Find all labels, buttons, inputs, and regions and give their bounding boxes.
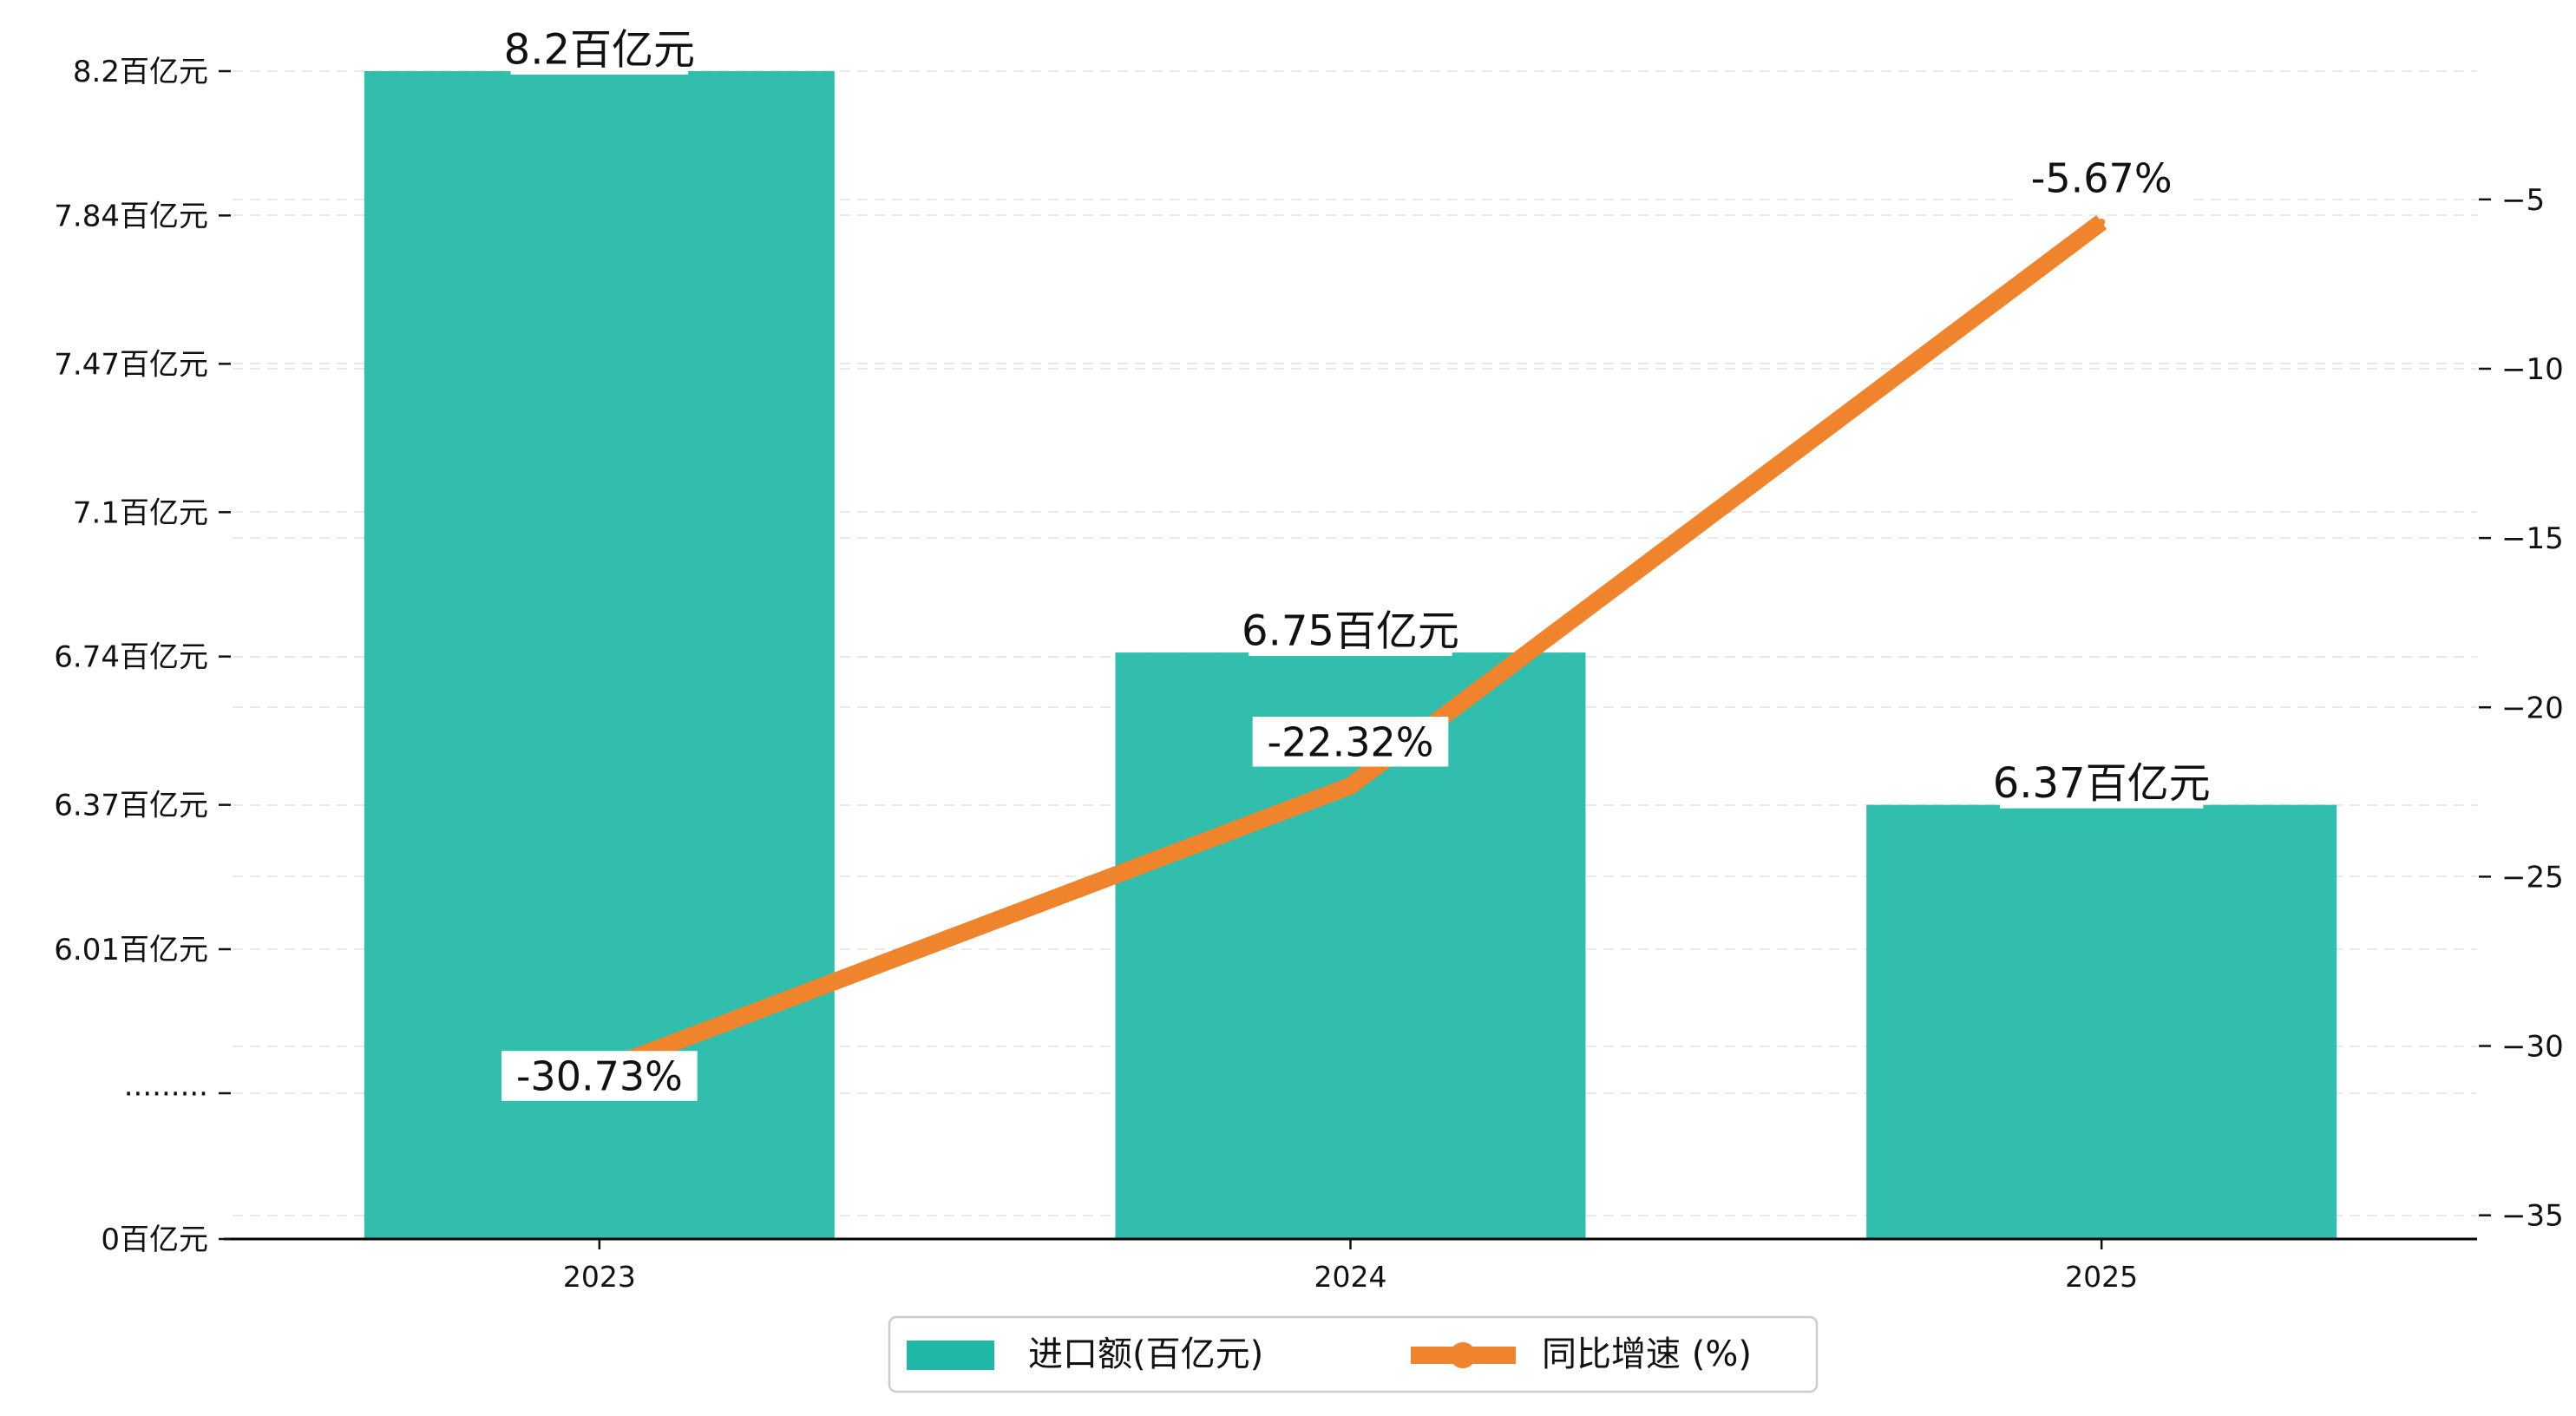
left-tick-label: ········· xyxy=(124,1077,208,1111)
legend-frame xyxy=(888,1315,1819,1393)
right-tick-label: −10 xyxy=(2501,352,2564,387)
bar-series xyxy=(364,71,2337,1239)
bar-value-label-bg xyxy=(510,23,689,75)
bar-value-label: 6.37百亿元 xyxy=(1993,756,2211,809)
left-tick-label: 7.1百亿元 xyxy=(73,495,208,530)
bar-value-label: 8.2百亿元 xyxy=(504,23,695,75)
right-tick-label: −30 xyxy=(2501,1030,2564,1065)
legend-bar-swatch xyxy=(907,1341,994,1370)
legend-bar-label: 进口额(百亿元) xyxy=(1028,1334,1263,1374)
legend: 进口额(百亿元) 同比增速 (%) xyxy=(888,1315,1819,1393)
right-tick-label: −25 xyxy=(2501,860,2564,895)
data-labels: 8.2百亿元 6.75百亿元 6.37百亿元 -30.73% -22.32% -5.67% xyxy=(501,23,2211,1101)
legend-line-marker xyxy=(1450,1342,1476,1368)
bar-value-label-bg xyxy=(1249,604,1452,657)
left-tick-label: 6.01百亿元 xyxy=(54,933,208,967)
left-tick-label: 0百亿元 xyxy=(101,1223,208,1257)
line-value-label: -22.32% xyxy=(1252,717,1449,767)
right-tick-label: −15 xyxy=(2501,521,2564,556)
right-tick-label: −20 xyxy=(2501,691,2564,725)
left-tick-label: 7.84百亿元 xyxy=(54,199,208,233)
line-point xyxy=(2098,218,2106,226)
line-value-label-bg xyxy=(2016,153,2187,203)
legend-box: 进口额(百亿元) 同比增速 (%) xyxy=(888,1315,1819,1393)
legend-line-label: 同比增速 (%) xyxy=(1542,1334,1752,1374)
bar-value-label-text: 8.2百亿元 xyxy=(504,25,695,74)
bar-value-label: 6.75百亿元 xyxy=(1242,604,1459,657)
line-value-label: -30.73% xyxy=(501,1051,698,1101)
axes: 0百亿元 ········· 6.01百亿元 6.37百亿元 6.74百亿元 7.1百亿元… xyxy=(54,55,2563,1294)
left-tick-label: 7.47百亿元 xyxy=(54,347,208,382)
bar xyxy=(364,71,835,1239)
bar-value-label-text: 6.37百亿元 xyxy=(1993,759,2211,808)
left-tick-label: 6.74百亿元 xyxy=(54,640,208,675)
line-point xyxy=(1347,782,1354,790)
line-value-label-text: -30.73% xyxy=(516,1053,683,1100)
line-value-label: -5.67% xyxy=(2016,153,2187,203)
line-value-label-text: -5.67% xyxy=(2031,155,2173,202)
bar-value-label-text: 6.75百亿元 xyxy=(1242,606,1459,655)
right-tick-label: −5 xyxy=(2501,183,2545,218)
left-tick-label: 8.2百亿元 xyxy=(73,55,208,89)
left-tick-label: 6.37百亿元 xyxy=(54,789,208,823)
line-value-label-text: -22.32% xyxy=(1268,718,1434,765)
line-value-label-bg xyxy=(501,1051,698,1101)
x-tick-label: 2023 xyxy=(563,1260,636,1294)
bar-value-label-bg xyxy=(2000,756,2204,809)
bar xyxy=(1866,804,2337,1239)
line-value-label-bg xyxy=(1252,717,1449,767)
x-tick-label: 2025 xyxy=(2065,1260,2138,1294)
x-tick-label: 2024 xyxy=(1314,1260,1387,1294)
right-tick-label: −35 xyxy=(2501,1199,2564,1234)
